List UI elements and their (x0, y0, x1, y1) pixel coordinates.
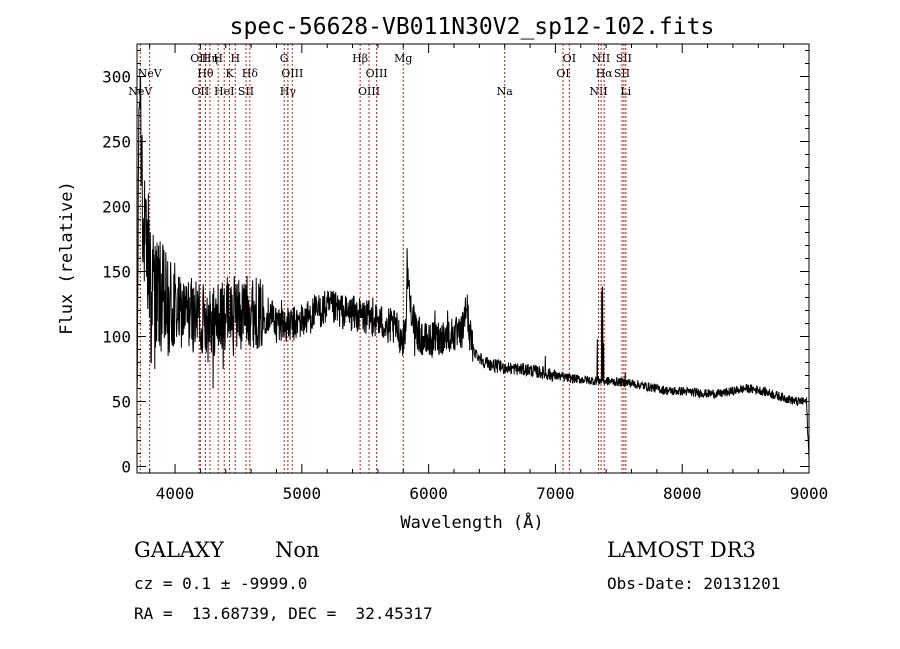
line-label: H (230, 52, 240, 65)
x-tick-label: 7000 (536, 484, 575, 503)
object-subclass: Non (275, 538, 320, 562)
line-label: HeI (214, 85, 234, 98)
x-tick-label: 6000 (409, 484, 448, 503)
line-label: Na (497, 85, 514, 98)
redshift-readout: cz = 0.1 ± -9999.0 (134, 574, 308, 593)
line-label: K (225, 67, 234, 80)
line-label: Mg (394, 52, 412, 65)
line-label: OI (563, 52, 576, 65)
line-label: OII (190, 52, 208, 65)
survey-name: LAMOST DR3 (607, 538, 756, 562)
line-label: OIII (358, 85, 380, 98)
line-label: G (280, 52, 289, 65)
line-label: OII (192, 85, 210, 98)
line-label: Hβ (352, 52, 368, 65)
x-tick-label: 5000 (283, 484, 322, 503)
obs-date: Obs-Date: 20131201 (607, 574, 781, 593)
ra-dec-readout: RA = 13.68739, DEC = 32.45317 (134, 604, 433, 623)
line-label: SII (616, 52, 632, 65)
line-label: Hδ (242, 67, 259, 80)
y-axis-label: Flux (relative) (57, 181, 77, 335)
line-label: Li (620, 85, 631, 98)
line-label: Hη (202, 52, 218, 65)
line-label: NII (592, 52, 610, 65)
line-label: OIII (281, 67, 303, 80)
plot-frame (136, 43, 810, 474)
spectrum-line (136, 76, 810, 460)
x-tick-label: 9000 (790, 484, 829, 503)
line-label: OIII (366, 67, 388, 80)
axes: 4000 5000 6000 7000 8000 9000 0 50 100 150 200 250 3… (102, 44, 828, 503)
line-label: Hα (596, 67, 614, 80)
x-axis-label: Wavelength (Å) (400, 511, 543, 533)
y-tick-label: 300 (102, 68, 131, 87)
line-label: OI (556, 67, 569, 80)
line-label: NII (589, 85, 607, 98)
line-label: H (213, 52, 223, 65)
x-tick-label: 4000 (156, 484, 195, 503)
y-tick-label: 150 (102, 263, 131, 282)
line-label: Hγ (280, 85, 297, 98)
chart-title: spec-56628-VB011N30V2_sp12-102.fits (230, 14, 715, 40)
spectrum-series (136, 76, 810, 460)
y-tick-label: 0 (121, 458, 131, 477)
line-label: Hθ (197, 67, 214, 80)
object-class: GALAXY (134, 538, 224, 562)
emission-line-markers: NeVNeVOIIOIIHθHηHHeIKHSIIHδGHγOIIIHβOIII… (128, 44, 632, 473)
y-tick-label: 200 (102, 198, 131, 217)
x-tick-label: 8000 (663, 484, 702, 503)
y-tick-label: 50 (112, 393, 131, 412)
y-tick-label: 250 (102, 133, 131, 152)
line-label: SII (238, 85, 254, 98)
y-tick-label: 100 (102, 328, 131, 347)
line-label: NeV (138, 67, 163, 80)
line-label: SII (614, 67, 630, 80)
